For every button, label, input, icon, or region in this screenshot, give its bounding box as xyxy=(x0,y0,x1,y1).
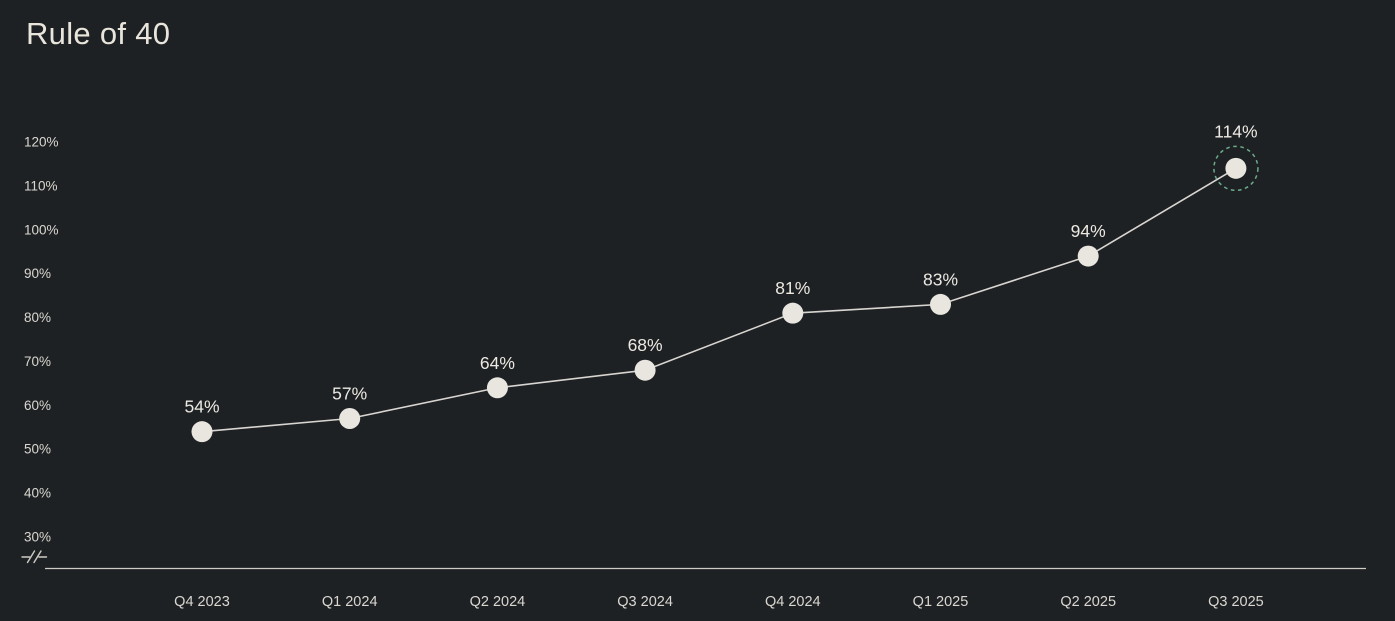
x-tick-label: Q3 2025 xyxy=(1208,594,1264,610)
data-point-label: 83% xyxy=(923,269,958,289)
x-tick-label: Q1 2025 xyxy=(913,594,969,610)
y-tick-label: 120% xyxy=(24,135,59,150)
y-tick-label: 50% xyxy=(24,442,51,457)
x-tick-label: Q4 2024 xyxy=(765,594,821,610)
data-point[interactable] xyxy=(339,408,361,429)
y-tick-label: 70% xyxy=(24,354,51,369)
data-point[interactable] xyxy=(486,377,508,399)
axis-break-icon xyxy=(21,550,48,564)
x-tick-label: Q3 2024 xyxy=(617,594,673,610)
x-tick-label: Q2 2025 xyxy=(1060,594,1116,610)
x-tick-label: Q4 2023 xyxy=(174,594,230,610)
data-point[interactable] xyxy=(930,293,951,315)
y-tick-label: 30% xyxy=(24,530,51,545)
y-tick-label: 80% xyxy=(24,310,51,325)
data-point-label: 64% xyxy=(480,353,515,373)
series-line xyxy=(201,167,1237,433)
data-point-label: 68% xyxy=(628,335,663,355)
data-point[interactable] xyxy=(634,359,656,381)
data-point-label: 57% xyxy=(332,384,367,404)
data-point[interactable] xyxy=(191,421,213,443)
data-point[interactable] xyxy=(1077,245,1099,267)
y-tick-label: 40% xyxy=(24,486,51,501)
data-point-label: 54% xyxy=(184,397,219,417)
y-tick-label: 90% xyxy=(24,266,51,281)
data-point[interactable] xyxy=(782,302,804,324)
data-point-label: 114% xyxy=(1214,121,1257,141)
y-tick-label: 60% xyxy=(24,398,51,413)
data-point-label: 94% xyxy=(1071,221,1106,241)
chart-title: Rule of 40 xyxy=(26,16,171,51)
data-point[interactable] xyxy=(1225,157,1247,179)
highlight-ring xyxy=(1213,145,1259,192)
x-tick-label: Q2 2024 xyxy=(470,594,526,610)
x-tick-label: Q1 2024 xyxy=(322,594,378,610)
y-tick-label: 100% xyxy=(24,222,59,237)
data-point-label: 81% xyxy=(775,278,810,298)
y-tick-label: 110% xyxy=(24,178,58,193)
